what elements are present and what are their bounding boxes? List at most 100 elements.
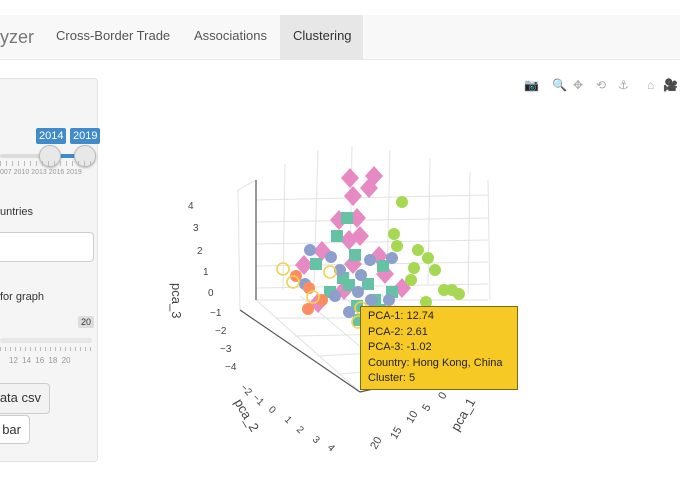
y-tick-label: 2 — [294, 424, 306, 436]
camera-icon[interactable]: 📷 — [524, 78, 539, 92]
scatter-point[interactable] — [405, 274, 417, 286]
scatter-point[interactable] — [329, 290, 341, 302]
scatter-point[interactable] — [412, 244, 424, 256]
year-slider-tick-labels: 007 2010 2013 2016 2019 — [0, 169, 82, 176]
scatter-point[interactable] — [365, 294, 377, 306]
scatter-point[interactable] — [276, 262, 290, 276]
scatter-point[interactable] — [325, 251, 337, 263]
year-tick-label: 2010 — [13, 169, 30, 176]
x-tick-label: 15 — [388, 425, 405, 442]
graph-tick-label: 18 — [48, 356, 58, 365]
orbit-rotation-icon[interactable]: ⟲ — [596, 78, 607, 92]
scatter-point[interactable] — [349, 249, 361, 261]
home-icon[interactable]: ⌂ — [647, 78, 655, 92]
plot-points — [276, 166, 465, 329]
year-tick-label: 2019 — [66, 169, 82, 176]
x-axis-title: pca_1 — [448, 395, 479, 433]
point-hover-tooltip: PCA-1: 12.74 PCA-2: 2.61 PCA-3: -1.02 Co… — [360, 306, 518, 390]
scatter-point[interactable] — [304, 244, 316, 256]
download-data-csv-button[interactable]: ata csv — [0, 383, 50, 414]
graph-tick-label: 16 — [35, 356, 45, 365]
y-tick-label: 3 — [310, 434, 322, 446]
turntable-rotation-icon[interactable]: ⚓ — [618, 78, 629, 92]
scatter-point[interactable] — [310, 258, 322, 270]
scatter-point[interactable] — [420, 296, 432, 308]
scatter-point[interactable] — [344, 186, 362, 206]
scatter-point[interactable] — [323, 265, 337, 279]
scatter-point[interactable] — [396, 196, 408, 208]
year-min-badge: 2014 — [36, 128, 67, 144]
camera-view-icon[interactable]: 🎥 — [663, 78, 678, 92]
z-tick-label: 0 — [208, 288, 214, 299]
scatter-point[interactable] — [422, 252, 434, 264]
y-tick-label: −2 — [238, 382, 254, 398]
year-tick-label: 2013 — [31, 169, 47, 176]
tab-clustering[interactable]: Clustering — [280, 15, 363, 59]
scatter-point[interactable] — [352, 286, 364, 298]
scatter-point[interactable] — [408, 262, 420, 274]
graph-count-label: for graph — [0, 291, 45, 303]
pan-icon[interactable]: ✥ — [573, 78, 584, 92]
scatter-point[interactable] — [360, 178, 378, 198]
scatter-point[interactable] — [453, 288, 465, 300]
z-tick-label: −3 — [220, 344, 232, 355]
x-tick-label: 20 — [368, 435, 385, 452]
z-axis-title: pca_3 — [169, 283, 184, 318]
year-slider-ticks — [0, 161, 92, 166]
graph-count-tick-labels: 12 14 16 18 20 — [9, 356, 70, 365]
graph-tick-label: 14 — [22, 356, 32, 365]
tooltip-country: Country: Hong Kong, China — [368, 356, 503, 369]
x-tick-label: 0 — [436, 390, 449, 401]
graph-count-slider-ticks — [0, 347, 92, 351]
z-tick-label: 2 — [197, 246, 203, 257]
scatter-point[interactable] — [343, 306, 355, 318]
x-tick-label: 10 — [404, 409, 421, 426]
scatter-point[interactable] — [355, 269, 367, 281]
app-brand[interactable]: yzer — [0, 27, 35, 47]
scatter-point[interactable] — [341, 168, 359, 188]
scatter-point[interactable] — [306, 290, 320, 304]
graph-count-value-badge: 20 — [78, 316, 95, 328]
scatter-point[interactable] — [429, 264, 441, 276]
scatter-point[interactable] — [302, 303, 314, 315]
z-tick-label: −1 — [210, 308, 222, 319]
tooltip-cluster: Cluster: 5 — [368, 372, 416, 384]
scatter-point[interactable] — [286, 275, 300, 289]
scatter-point[interactable] — [295, 255, 313, 275]
tooltip-pca2: PCA-2: 2.61 — [368, 325, 428, 338]
y-tick-label: 1 — [282, 414, 294, 426]
z-tick-label: −4 — [225, 362, 237, 373]
countries-input[interactable] — [0, 232, 94, 262]
y-tick-label: −1 — [250, 392, 266, 408]
year-slider-range — [49, 154, 84, 158]
scatter-point[interactable] — [364, 254, 376, 266]
tab-associations[interactable]: Associations — [194, 28, 267, 43]
graph-count-slider[interactable] — [0, 338, 92, 343]
y-tick-label: 0 — [266, 404, 278, 416]
z-tick-label: −2 — [215, 326, 227, 337]
graph-tick-label: 20 — [61, 356, 71, 365]
x-tick-label: 5 — [420, 402, 433, 413]
scatter-point[interactable] — [377, 260, 389, 272]
scatter-point[interactable] — [386, 252, 398, 264]
z-tick-label: 1 — [203, 267, 209, 278]
scatter-point[interactable] — [331, 230, 343, 242]
year-tick-label: 007 — [0, 169, 12, 176]
tooltip-pca3: PCA-3: -1.02 — [368, 341, 432, 353]
scatter-point[interactable] — [391, 240, 403, 252]
scatter-point[interactable] — [334, 264, 346, 276]
z-tick-label: 3 — [193, 223, 199, 234]
graph-tick-label: 12 — [9, 356, 18, 365]
y-tick-label: 4 — [325, 442, 337, 454]
zoom-icon[interactable]: 🔍 — [552, 78, 567, 92]
toggle-sidebar-button[interactable]: bar — [0, 415, 30, 444]
scatter-point[interactable] — [388, 228, 400, 240]
tooltip-pca1: PCA-1: 12.74 — [368, 310, 435, 322]
scatter-point[interactable] — [341, 212, 353, 224]
scatter-point[interactable] — [351, 226, 369, 246]
pca-3d-scatter-plot[interactable]: 4 3 2 1 0 −1 −2 −3 −4 −2 −1 0 1 2 3 4 20… — [150, 140, 530, 460]
scatter-point[interactable] — [383, 294, 395, 306]
tab-cross-border-trade[interactable]: Cross-Border Trade — [56, 28, 171, 43]
scatter-point[interactable] — [362, 278, 374, 290]
navbar: yzer Cross-Border Trade Associations Clu… — [0, 15, 680, 60]
